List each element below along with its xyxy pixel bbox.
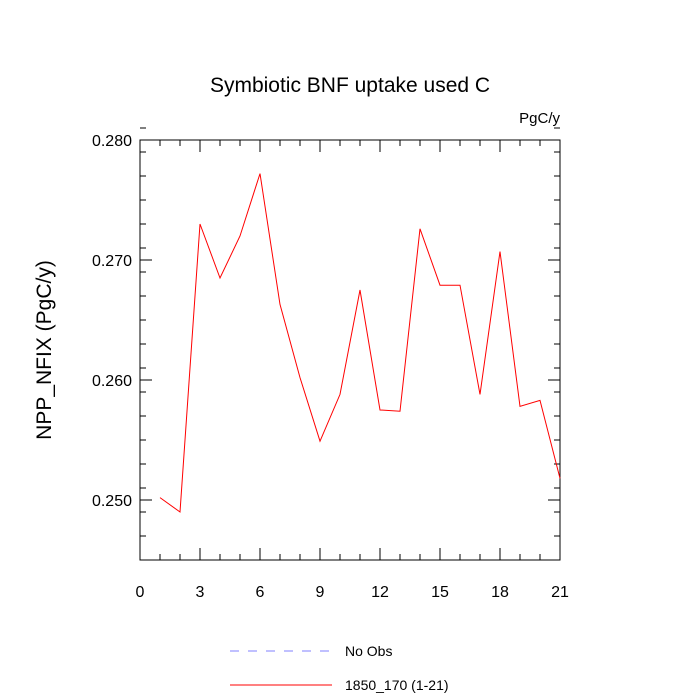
plot-axes: 0 3 6 9 12 15 18 21 0.250 0.260 0.270 0.280 [92, 127, 569, 601]
units-label: PgC/y [519, 110, 560, 127]
x-tick-label: 12 [371, 584, 389, 601]
x-tick-label: 9 [316, 584, 325, 601]
chart-title: Symbiotic BNF uptake used C [210, 74, 490, 97]
x-tick-label: 6 [256, 584, 265, 601]
x-tick-label: 21 [551, 584, 569, 601]
x-tick-label: 0 [136, 584, 145, 601]
x-tick-label: 3 [196, 584, 205, 601]
y-tick-label: 0.250 [92, 493, 132, 510]
plot-frame [139, 139, 561, 561]
y-axis-label: NPP_NFIX (PgC/y) [33, 260, 56, 440]
x-tick-label: 18 [491, 584, 509, 601]
y-tick-label: 0.260 [92, 373, 132, 390]
legend-label-1850-170: 1850_170 (1-21) [345, 677, 449, 693]
series-line [159, 173, 561, 513]
legend-label-no-obs: No Obs [345, 643, 392, 659]
y-tick-label: 0.270 [92, 253, 132, 270]
x-tick-label: 15 [431, 584, 449, 601]
plot-series [159, 173, 561, 513]
y-tick-label: 0.280 [92, 133, 132, 150]
legend: No Obs 1850_170 (1-21) [230, 643, 449, 693]
